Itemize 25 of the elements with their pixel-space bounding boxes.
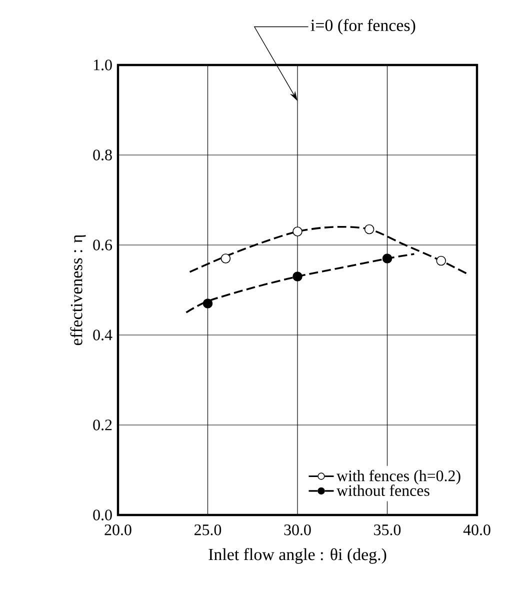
x-tick-label: 40.0 (463, 524, 490, 536)
x-axis-title: Inlet flow angle : θi (deg.) (208, 548, 386, 564)
point (220, 254, 231, 264)
legend-label: without fences (336, 484, 430, 496)
text: i=0 (for fences) (310, 18, 416, 35)
line-series (185, 253, 416, 314)
x-tick-label: 30.0 (284, 524, 311, 536)
x-tick-label: 25.0 (194, 524, 222, 536)
y-tick-label: 0.2 (93, 420, 112, 430)
point (364, 224, 374, 234)
y-tick-label: 0.4 (93, 330, 112, 340)
y-axis-title: effectiveness : η (70, 235, 86, 346)
x-tick-label: 20.0 (104, 524, 132, 536)
y-tick-label: 0.6 (93, 240, 112, 250)
point (292, 226, 302, 236)
point (202, 298, 213, 308)
y-tick-label: 0.8 (93, 150, 112, 160)
x-tick-label: 35.0 (374, 524, 401, 536)
legend-label: with fences (h=0.2) (336, 470, 460, 484)
point (436, 256, 446, 266)
y-tick-label: 1.0 (94, 60, 112, 70)
point (292, 272, 302, 282)
line-series (188, 226, 469, 276)
y-tick-label: 0.0 (93, 510, 112, 520)
point (382, 254, 392, 264)
